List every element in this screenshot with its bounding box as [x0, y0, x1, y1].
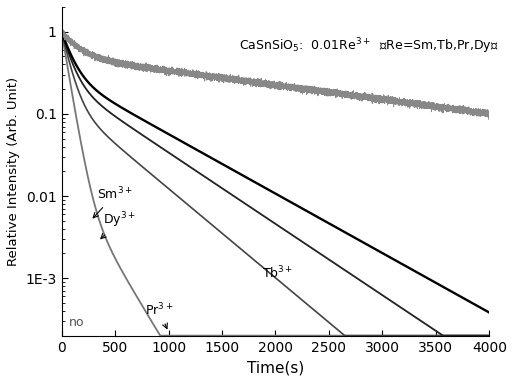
Text: Tb$^{3+}$: Tb$^{3+}$ [262, 265, 293, 282]
Text: Pr$^{3+}$: Pr$^{3+}$ [145, 302, 174, 329]
Text: no: no [69, 316, 84, 329]
Text: Sm$^{3+}$: Sm$^{3+}$ [93, 186, 133, 218]
X-axis label: Time(s): Time(s) [247, 360, 304, 375]
Text: CaSnSiO$_5$:  0.01Re$^{3+}$  （Re=Sm,Tb,Pr,Dy）: CaSnSiO$_5$: 0.01Re$^{3+}$ （Re=Sm,Tb,Pr,… [239, 37, 499, 56]
Y-axis label: Relative Intensity (Arb. Unit): Relative Intensity (Arb. Unit) [7, 77, 20, 266]
Text: Dy$^{3+}$: Dy$^{3+}$ [101, 210, 136, 239]
